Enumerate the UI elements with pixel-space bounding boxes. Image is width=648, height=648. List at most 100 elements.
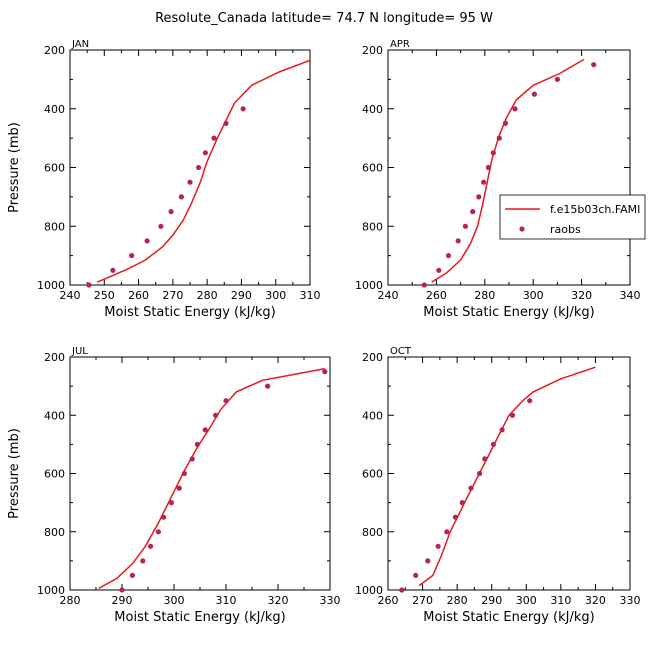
y-tick-label: 600: [362, 162, 383, 175]
obs-point: [444, 529, 450, 535]
x-tick-label: 300: [265, 289, 286, 302]
obs-point: [110, 267, 116, 273]
x-tick-label: 240: [60, 289, 81, 302]
panel-oct: OCT 260 270 280 290 300 310 320 330 200 400 600 800 1…: [355, 346, 641, 625]
plot-frame: [387, 356, 631, 591]
x-tick-label: 260: [426, 289, 447, 302]
obs-point: [211, 135, 217, 141]
x-tick-label: 310: [216, 594, 237, 607]
x-tick-label: 320: [585, 594, 606, 607]
obs-point: [531, 91, 538, 97]
obs-point: [527, 398, 533, 404]
legend-model-label: f.e15b03ch.FAMI: [550, 203, 640, 216]
x-tick-label: 280: [447, 594, 468, 607]
y-tick-label: 800: [44, 220, 65, 233]
y-tick-label: 1000: [355, 584, 383, 597]
x-tick-label: 270: [412, 594, 433, 607]
obs-point: [455, 238, 461, 244]
obs-point: [470, 209, 476, 215]
obs-point: [213, 412, 219, 418]
obs-point: [223, 398, 229, 404]
obs-point: [322, 369, 328, 375]
legend-box: [499, 194, 646, 240]
x-tick-label: 320: [268, 594, 289, 607]
obs-point: [490, 150, 496, 156]
legend-obs-label: raobs: [550, 223, 581, 236]
obs-point: [452, 514, 458, 520]
y-tick-label: 400: [44, 409, 65, 422]
obs-point: [161, 514, 167, 520]
obs-point: [181, 470, 187, 477]
x-tick-label: 260: [378, 594, 399, 607]
obs-point: [445, 253, 452, 259]
x-axis-title: Moist Static Energy (kJ/kg): [114, 610, 285, 625]
obs-point: [502, 120, 508, 126]
obs-point: [591, 62, 597, 68]
plot-frame: [69, 49, 311, 286]
obs-point: [436, 267, 442, 273]
obs-point: [148, 543, 154, 549]
panel-label: JUL: [71, 346, 88, 357]
obs-point: [178, 194, 184, 200]
x-tick-label: 330: [320, 594, 341, 607]
obs-point: [512, 106, 518, 112]
obs-point: [189, 456, 195, 462]
obs-point: [481, 179, 487, 185]
obs-point: [129, 253, 135, 259]
obs-point: [462, 223, 468, 229]
x-tick-label: 300: [523, 289, 544, 302]
obs-point: [144, 238, 150, 244]
x-tick-label: 310: [300, 289, 321, 302]
panel-jul: JUL 280 290 300 310 320 330 200 400 600 800 1000 Moi…: [7, 346, 341, 625]
plot-frame: [69, 356, 331, 591]
y-tick-label: 800: [44, 526, 65, 539]
legend-obs-swatch: [519, 226, 525, 232]
x-tick-label: 310: [550, 594, 571, 607]
obs-point: [129, 572, 135, 579]
x-tick-label: 330: [620, 594, 641, 607]
obs-point: [187, 179, 193, 185]
obs-point: [425, 558, 431, 564]
obs-point: [223, 120, 229, 126]
panel-label: APR: [390, 39, 410, 50]
y-axis-title: Pressure (mb): [7, 428, 22, 519]
x-tick-label: 280: [60, 594, 81, 607]
x-tick-label: 300: [516, 594, 537, 607]
obs-point: [459, 500, 465, 506]
obs-point: [202, 150, 208, 156]
model-series-line: [98, 367, 325, 590]
x-axis-title: Moist Static Energy (kJ/kg): [104, 305, 275, 320]
obs-point: [155, 529, 161, 535]
y-tick-label: 200: [362, 351, 383, 364]
obs-point: [509, 412, 516, 418]
x-axis-title: Moist Static Energy (kJ/kg): [423, 610, 594, 625]
y-tick-label: 600: [44, 162, 65, 175]
panel-apr: APR 240 260 280 300 320 340 200 400 600 800 1000 Moi…: [355, 39, 641, 320]
model-series-line: [431, 58, 585, 283]
obs-point: [554, 76, 561, 82]
x-tick-label: 280: [474, 289, 495, 302]
x-tick-label: 270: [162, 289, 183, 302]
y-tick-label: 800: [362, 220, 383, 233]
obs-point: [140, 558, 146, 564]
obs-point: [499, 427, 505, 433]
y-tick-label: 800: [362, 526, 383, 539]
x-tick-label: 240: [378, 289, 399, 302]
plot-frame: [387, 49, 631, 286]
obs-point: [202, 427, 208, 433]
x-axis-title: Moist Static Energy (kJ/kg): [423, 305, 594, 320]
panel-label: JAN: [71, 39, 89, 50]
panel-label: OCT: [390, 346, 412, 357]
x-tick-label: 290: [112, 594, 133, 607]
obs-point: [168, 500, 174, 506]
y-tick-label: 400: [362, 103, 383, 116]
obs-point: [176, 485, 182, 491]
x-tick-label: 290: [231, 289, 252, 302]
model-series-line: [97, 59, 311, 283]
obs-point: [240, 106, 246, 112]
obs-point: [482, 456, 488, 462]
obs-point: [196, 164, 202, 171]
y-tick-label: 400: [362, 409, 383, 422]
y-tick-label: 400: [44, 103, 65, 116]
